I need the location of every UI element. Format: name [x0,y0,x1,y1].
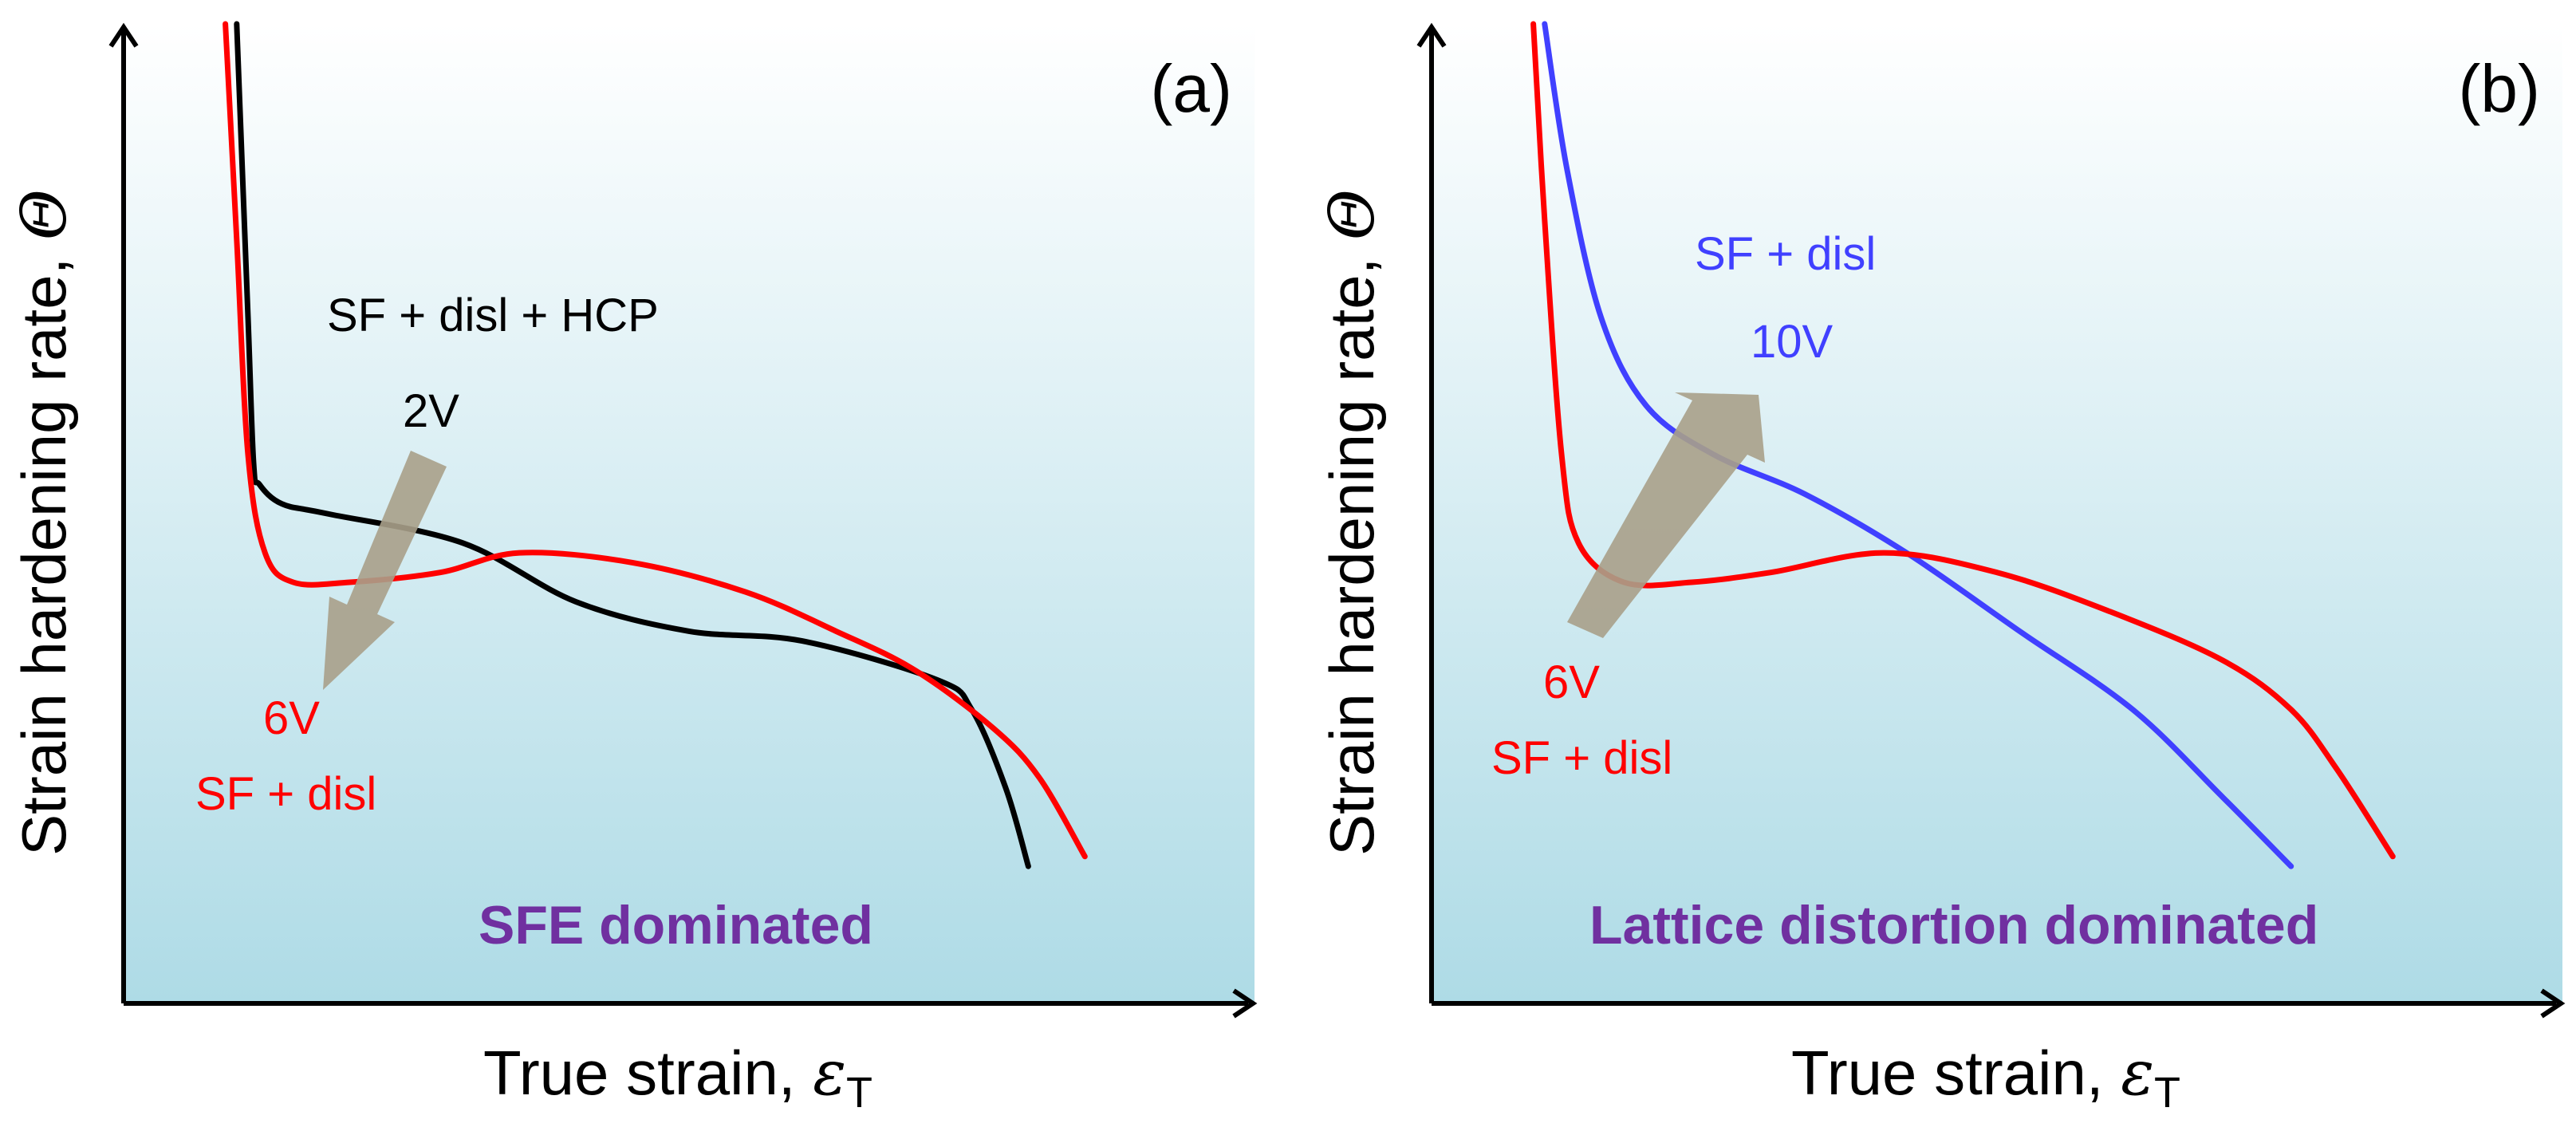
panel-a-annotation-sf-disl: SF + disl [195,768,376,820]
panel-a-annotation-6v: 6V [263,692,320,744]
panel-b-series-group [1530,21,2396,869]
panel-b-y-axis-label-text: Strain hardening rate, [1317,240,1387,856]
panel-b-y-axis-label: Strain hardening rate, Θ [1317,189,1388,856]
panel-a-plot-area [124,24,1255,1003]
panel-b-series-line-6v [1530,21,2396,860]
panel-a-trend-arrow [323,451,447,690]
panel-b-x-axis-subscript: T [2154,1069,2180,1117]
panel-a-y-axis-label: Strain hardening rate, Θ [9,189,81,856]
panel-b-plot-area [1432,24,2562,1003]
panel-a-x-axis-label-text: True strain, [483,1038,813,1108]
panel-a-series-line-2v [234,21,1031,869]
panel-a-x-axis-subscript: T [846,1069,872,1117]
panel-a-series-line-6v [223,21,1088,860]
panel-b-annotation-10v: 10V [1751,316,1834,368]
panel-a: (a) SF + disl + HCP 2V 6V SF + disl SFE … [108,21,1258,1019]
panel-b-series-line-10v [1542,21,2294,869]
panel-b-x-axis-label-text: True strain, [1791,1038,2121,1108]
panel-b: (b) SF + disl 10V 6V SF + disl Lattice d… [1416,21,2566,1019]
panel-a-annotation-sf-disl-hcp: SF + disl + HCP [327,290,659,341]
panel-b-x-axis-symbol: ε [2121,1038,2154,1109]
panel-b-y-axis-arrowhead [1416,22,1447,48]
panel-b-trend-arrow [1567,392,1765,638]
panel-b-x-axis-arrowhead [2540,988,2566,1019]
panel-b-annotation-sf-disl-blue: SF + disl [1695,228,1876,280]
panel-b-footer-label: Lattice distortion dominated [1589,895,2318,956]
panel-b-annotation-sf-disl-red: SF + disl [1491,732,1672,784]
panel-b-annotation-6v: 6V [1543,656,1600,708]
panel-a-tag: (a) [1150,51,1232,126]
panel-a-x-axis-symbol: ε [813,1038,846,1109]
panel-a-y-axis-arrowhead [108,22,139,48]
panel-b-x-axis-label: True strain, εT [1791,1038,2180,1117]
panel-a-x-axis-label: True strain, εT [483,1038,872,1117]
panel-a-annotation-2v: 2V [403,385,459,437]
panel-a-x-axis-arrowhead [1232,988,1258,1019]
panel-a-footer-label: SFE dominated [479,895,873,956]
panel-a-series-group [223,21,1088,869]
panel-a-y-axis-label-text: Strain hardening rate, [9,240,79,856]
panel-b-tag: (b) [2458,51,2540,126]
panel-b-y-axis-symbol: Θ [1317,189,1388,240]
panel-a-y-axis-symbol: Θ [9,189,81,240]
